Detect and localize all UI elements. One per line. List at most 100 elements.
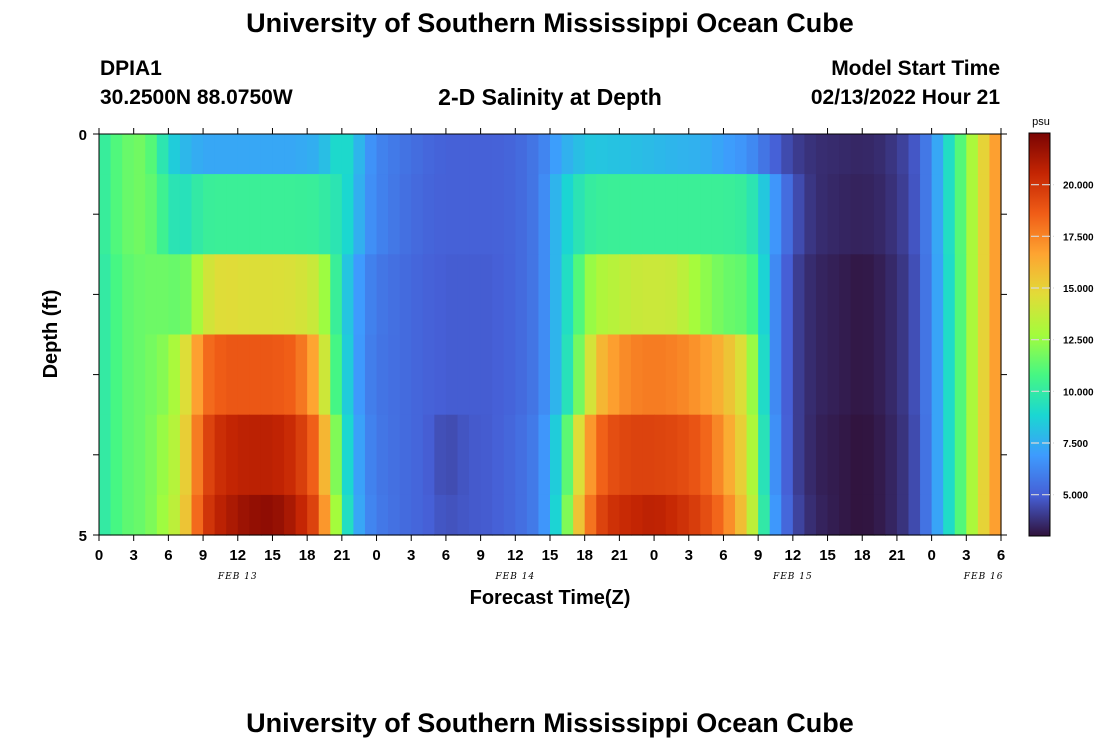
heatmap-cell [480,254,493,336]
heatmap-cell [203,414,216,496]
heatmap-cell [619,494,632,536]
heatmap-cell [538,414,551,496]
x-tick-label: 18 [854,547,871,564]
colorbar-tick-label: 12.500 [1063,336,1094,347]
heatmap-cell [607,134,620,175]
heatmap-cell [341,134,355,175]
heatmap-cell [260,414,274,496]
heatmap-cell [723,494,736,536]
x-tick-label: 15 [819,547,836,564]
heatmap-cell [179,414,193,496]
heatmap-cell [827,414,840,496]
heatmap-cell [364,334,378,416]
heatmap-cell [873,334,886,416]
heatmap-cell [630,134,644,175]
heatmap-cell [538,254,551,336]
heatmap-cell [469,494,482,536]
heatmap-cell [122,254,135,336]
x-tick-label: 9 [476,547,484,564]
heatmap-cell [700,414,713,496]
x-tick-label: 12 [507,547,524,564]
heatmap-cell [815,414,829,496]
heatmap-cell [503,174,516,255]
heatmap-cell [237,414,250,496]
y-tick-label: 5 [79,528,87,545]
heatmap-cell [885,494,898,536]
heatmap-cell [480,334,493,416]
heatmap-cell [341,334,355,416]
heatmap-cell [353,134,366,175]
heatmap-cell [434,134,447,175]
x-tick-label: 21 [889,547,906,564]
heatmap-cell [550,174,563,255]
heatmap-cell [272,494,285,536]
heatmap-cell [862,174,875,255]
heatmap-cell [133,414,146,496]
heatmap-cell [896,334,910,416]
heatmap-cell [469,334,482,416]
heatmap-cell [145,334,158,416]
heatmap-cell [931,334,944,416]
heatmap-cell [943,414,956,496]
heatmap-cell [781,134,794,175]
heatmap-cell [110,414,123,496]
x-tick-label: 0 [372,547,380,564]
heatmap-cell [341,174,355,255]
heatmap-cell [249,134,262,175]
heatmap-cell [931,174,944,255]
main-title: University of Southern Mississippi Ocean… [246,8,854,38]
heatmap-cell [434,174,447,255]
heatmap-cell [330,254,343,336]
heatmap-cell [538,134,551,175]
heatmap-cell [677,414,690,496]
heatmap-cell [966,174,979,255]
heatmap-cell [769,254,782,336]
heatmap-cell [931,494,944,536]
x-axis-title: Forecast Time(Z) [470,587,631,609]
heatmap-cell [237,174,250,255]
heatmap-cell [654,174,667,255]
x-tick-label: 15 [264,547,281,564]
heatmap-cell [307,334,320,416]
heatmap-cell [896,494,910,536]
heatmap-cell [492,174,505,255]
heatmap-cell [630,254,644,336]
heatmap-cell [792,414,806,496]
heatmap-cell [399,334,412,416]
heatmap-cell [237,254,250,336]
heatmap-cell [284,494,297,536]
heatmap-cell [179,134,193,175]
heatmap-cell [804,254,817,336]
heatmap-cell [99,334,112,416]
heatmap-cell [896,414,910,496]
heatmap-cell [203,134,216,175]
heatmap-cell [191,134,204,175]
heatmap-cell [688,254,701,336]
station-id: DPIA1 [100,57,162,80]
station-coordinates: 30.2500N 88.0750W [100,86,293,109]
heatmap-cell [411,334,424,416]
heatmap-cell [133,254,146,336]
heatmap-cell [203,334,216,416]
heatmap-cell [989,254,1002,336]
heatmap-cell [526,254,540,336]
heatmap-cell [445,174,459,255]
heatmap-cell [711,174,725,255]
footer-title: University of Southern Mississippi Ocean… [246,708,854,738]
heatmap-cell [284,174,297,255]
heatmap-cell [619,334,632,416]
heatmap-cell [214,254,227,336]
model-start-label: Model Start Time [831,57,1000,80]
chart-title: 2-D Salinity at Depth [438,84,662,110]
heatmap-cell [110,134,123,175]
heatmap-cell [862,254,875,336]
heatmap-cell [330,414,343,496]
heatmap-cell [943,174,956,255]
heatmap-cell [515,494,528,536]
x-tick-label: 6 [442,547,450,564]
heatmap-cell [353,414,366,496]
heatmap-cell [873,414,886,496]
heatmap-cell [815,254,829,336]
heatmap-cell [226,254,239,336]
heatmap-cell [827,254,840,336]
